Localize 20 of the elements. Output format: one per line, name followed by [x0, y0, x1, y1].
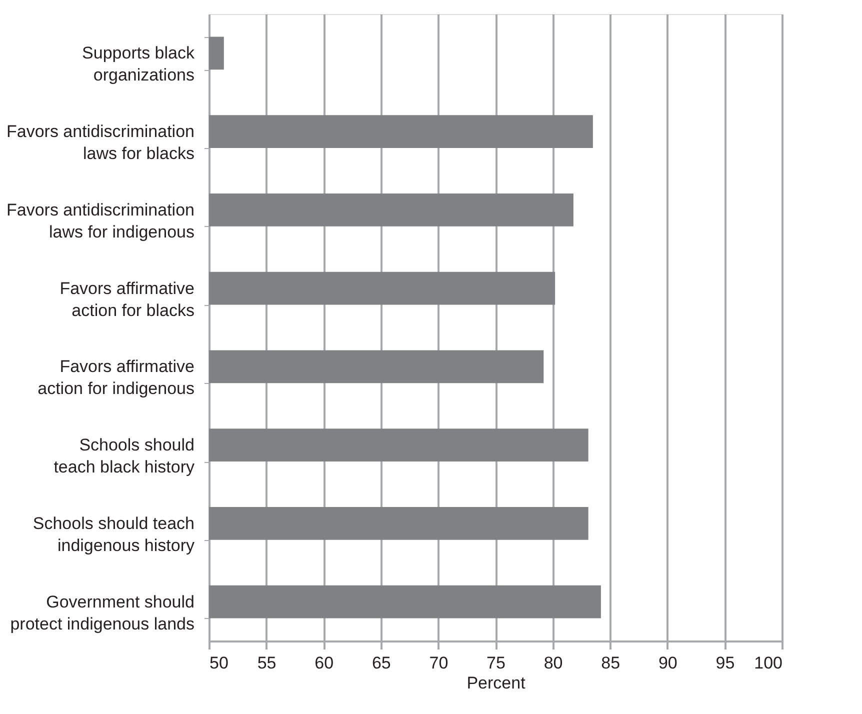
- x-axis-title: Percent: [466, 674, 526, 692]
- x-tick-label: 75: [486, 654, 506, 672]
- y-tick-label: Schools should teach black history: [54, 436, 195, 477]
- x-tick-label: 100: [754, 654, 782, 672]
- x-tick-label: 90: [658, 654, 678, 672]
- x-tick-label: 60: [314, 654, 334, 672]
- x-tick-label: 85: [601, 654, 620, 672]
- y-tick-label: Government should protect indigenous lands: [10, 592, 194, 634]
- x-tick-label: 70: [429, 654, 448, 672]
- y-tick-label: Schools should teach indigenous history: [32, 514, 195, 555]
- x-tick-label: 50: [210, 654, 228, 672]
- x-tick-label: 65: [372, 654, 391, 672]
- x-tick-label: 80: [544, 654, 563, 672]
- y-tick-label: Favors antidiscrimination laws for blacks: [6, 122, 194, 164]
- y-tick-label: Favors affirmative action for indigenous: [38, 357, 194, 398]
- y-tick-label: Supports black organizations: [82, 44, 195, 85]
- y-tick-label: Favors affirmative action for blacks: [60, 278, 194, 320]
- x-tick-label: 95: [716, 654, 735, 672]
- y-tick-label: Favors antidiscrimination laws for indigenous: [6, 200, 194, 242]
- x-tick-label: 55: [257, 654, 276, 672]
